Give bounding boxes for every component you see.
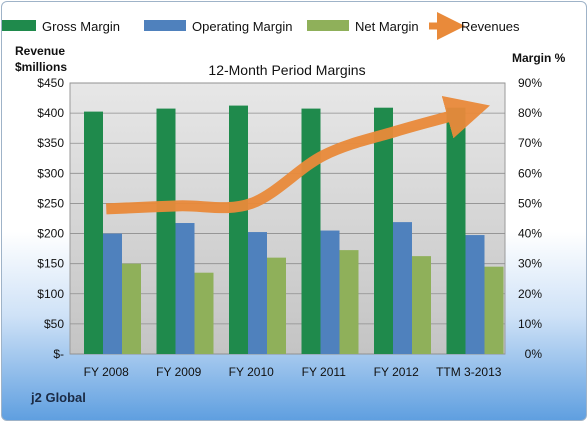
net-margin-bar: [122, 263, 141, 354]
gross-margin-bar: [84, 111, 103, 354]
legend: Gross Margin Operating Margin Net Margin Re…: [2, 12, 520, 40]
right-tick-label: 0%: [525, 347, 543, 361]
category-label: FY 2012: [374, 365, 419, 379]
category-label: FY 2011: [302, 365, 347, 379]
left-tick-label: $450: [37, 76, 64, 90]
operating-margin-bar: [175, 223, 195, 354]
left-tick-label: $400: [37, 106, 64, 120]
right-tick-label: 60%: [518, 166, 542, 180]
gross-margin-bar: [374, 107, 393, 355]
company-label: j2 Global: [30, 390, 86, 405]
operating-margin-bar: [393, 222, 412, 354]
left-tick-label: $-: [53, 347, 64, 361]
left-axis-label-line2: $millions: [15, 60, 67, 74]
net-margin-bar: [484, 266, 504, 354]
category-label: FY 2008: [84, 365, 129, 379]
gridlines: [70, 82, 505, 355]
revenues-line: [106, 95, 490, 215]
right-tick-label: 10%: [518, 317, 542, 331]
gross-margin-bar: [229, 105, 248, 354]
category-label: FY 2010: [229, 365, 274, 379]
legend-label: Revenues: [461, 19, 520, 34]
left-tick-label: $50: [44, 317, 64, 331]
operating-margin-bar: [103, 233, 122, 354]
category-label: FY 2009: [156, 365, 201, 379]
left-tick-label: $150: [37, 257, 64, 271]
net-margin-bar: [412, 256, 431, 354]
net-margin-bar: [339, 250, 359, 354]
right-axis-label: Margin %: [512, 51, 566, 65]
left-tick-label: $100: [37, 287, 64, 301]
legend-label: Operating Margin: [192, 19, 292, 34]
legend-label: Net Margin: [355, 19, 419, 34]
right-tick-label: 90%: [518, 76, 542, 90]
legend-swatch-operating-margin: [144, 20, 186, 31]
left-axis-ticks: $- $50 $100 $150 $200 $250 $300 $350 $400 $450: [37, 76, 64, 361]
chart-title: 12-Month Period Margins: [208, 62, 365, 78]
operating-margin-bar: [320, 230, 340, 354]
bars: [84, 105, 504, 355]
net-margin-bar: [267, 257, 286, 354]
right-tick-label: 20%: [518, 287, 542, 301]
right-tick-label: 80%: [518, 106, 542, 120]
legend-swatch-net-margin: [307, 20, 349, 31]
left-tick-label: $250: [37, 196, 64, 210]
revenue-line: [106, 95, 490, 215]
left-tick-label: $350: [37, 136, 64, 150]
right-tick-label: 50%: [518, 196, 542, 210]
right-axis-ticks: 0% 10% 20% 30% 40% 50% 60% 70% 80% 90%: [518, 76, 542, 361]
legend-label: Gross Margin: [42, 19, 120, 34]
operating-margin-bar: [465, 235, 485, 354]
right-tick-label: 40%: [518, 227, 542, 241]
category-labels: FY 2008 FY 2009 FY 2010 FY 2011 FY 2012 TTM 3…: [84, 365, 502, 379]
operating-margin-bar: [248, 232, 267, 354]
left-tick-label: $200: [37, 227, 64, 241]
plot-area: [69, 82, 506, 355]
net-margin-bar: [194, 272, 214, 354]
gross-margin-bar: [301, 108, 321, 354]
category-label: TTM 3-2013: [436, 365, 502, 379]
right-tick-label: 30%: [518, 257, 542, 271]
legend-swatch-gross-margin: [2, 20, 36, 31]
left-axis-label-line1: Revenue: [15, 44, 65, 58]
gross-margin-bar: [156, 108, 176, 354]
left-tick-label: $300: [37, 166, 64, 180]
gross-margin-bar: [446, 107, 466, 355]
right-tick-label: 70%: [518, 136, 542, 150]
